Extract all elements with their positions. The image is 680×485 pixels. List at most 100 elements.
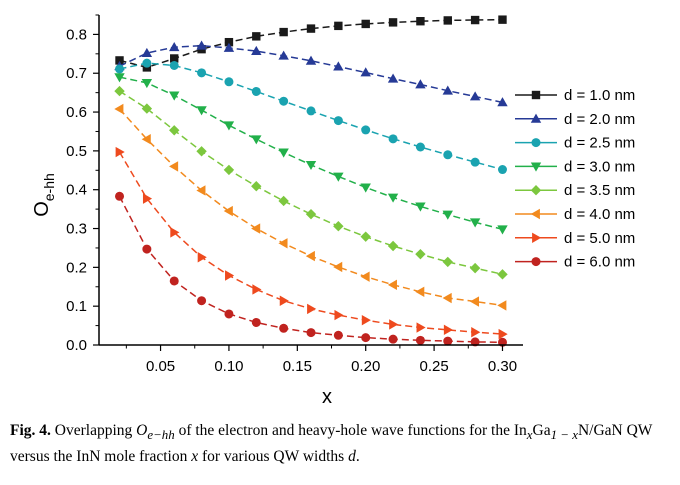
data-point (443, 324, 453, 336)
series-line (118, 108, 503, 307)
data-point (252, 284, 262, 295)
data-point (333, 116, 343, 126)
legend: d = 1.0 nm d = 2.0 nm d = 2.5 nm d = 3.0 nm… (515, 87, 635, 271)
series-3 (115, 58, 507, 175)
series-line (118, 195, 503, 344)
data-point (497, 225, 508, 235)
caption-d-var: d (348, 448, 356, 466)
data-point (469, 296, 480, 307)
data-point (388, 134, 398, 144)
data-point (197, 252, 207, 263)
legend-marker (531, 257, 541, 267)
legend-item: d = 1.0 nm (515, 87, 635, 104)
data-point (141, 47, 153, 57)
data-point (360, 67, 371, 77)
caption-ga-sub: 1 − x (550, 427, 578, 443)
data-point (169, 91, 180, 101)
data-point (469, 262, 481, 274)
legend-item: d = 4.0 nm (515, 206, 635, 223)
data-point (361, 125, 371, 135)
plot-area (114, 15, 508, 347)
y-tick-label: 0.7 (66, 65, 87, 82)
legend-item: d = 2.0 nm (515, 111, 635, 128)
data-point (416, 17, 425, 26)
data-point (115, 64, 125, 74)
data-point (252, 32, 261, 41)
caption-o-sub: e−hh (147, 427, 175, 443)
data-point (498, 328, 508, 340)
data-point (306, 24, 316, 33)
legend-label: d = 2.0 nm (564, 111, 635, 128)
data-point (415, 286, 425, 298)
legend-label: d = 5.0 nm (564, 230, 635, 247)
series-line (119, 44, 503, 104)
data-point (251, 45, 262, 56)
data-point (470, 157, 480, 167)
y-tick-label: 0.0 (66, 337, 87, 354)
data-point (470, 337, 480, 347)
chart: 0.05 0.10 0.15 0.20 0.25 0.30 0.0 0.1 0.2 0.3 0.4 0… (31, 14, 635, 408)
data-point (307, 303, 317, 315)
legend-marker (530, 162, 542, 172)
data-point (251, 223, 261, 234)
legend-label: d = 1.0 nm (564, 87, 635, 104)
x-tick-label: 0.05 (146, 358, 175, 375)
data-point (197, 68, 207, 78)
y-axis-title: Oe-hh (31, 173, 57, 217)
data-point (115, 146, 125, 158)
data-point (196, 185, 206, 196)
data-point (279, 96, 289, 106)
data-point (224, 77, 234, 87)
caption-text-4: for various QW widths (198, 448, 349, 466)
legend-label: d = 3.0 nm (564, 158, 635, 175)
data-point (278, 238, 288, 249)
data-point (388, 334, 398, 344)
data-point (415, 79, 426, 89)
caption-o-symbol: O (136, 422, 148, 439)
data-point (223, 121, 235, 131)
caption-in: In (513, 422, 527, 439)
data-point (170, 227, 180, 238)
data-point (114, 103, 124, 115)
data-point (333, 330, 343, 340)
data-point (279, 295, 289, 306)
legend-item: d = 3.0 nm (515, 158, 635, 175)
data-point (305, 55, 317, 65)
data-point (224, 37, 234, 47)
legend-marker (530, 185, 542, 196)
x-tick-label: 0.30 (488, 358, 517, 375)
data-point (225, 270, 235, 281)
data-point (442, 210, 453, 220)
data-point (442, 292, 452, 304)
data-point (114, 73, 125, 83)
figure-caption: Fig. 4. Overlapping Oe−hh of the electro… (10, 420, 670, 468)
caption-text-5: . (355, 448, 360, 466)
data-point (415, 202, 426, 212)
data-point (442, 256, 453, 268)
series-line (119, 18, 503, 69)
data-point (196, 40, 207, 50)
data-point (497, 165, 507, 175)
data-point (334, 21, 343, 31)
data-point (360, 271, 370, 282)
data-point (389, 319, 399, 330)
series-5 (114, 85, 508, 280)
data-point (497, 97, 508, 107)
x-tick-label: 0.15 (283, 358, 312, 375)
data-point (251, 317, 261, 327)
data-point (197, 296, 207, 306)
series-6 (114, 103, 507, 311)
data-point (333, 261, 343, 273)
y-tick-label: 0.1 (66, 298, 87, 315)
series-2 (114, 40, 508, 107)
y-tick-label: 0.6 (66, 104, 87, 121)
caption-ga: Ga (532, 422, 551, 439)
caption-fig-label: Fig. 4. (10, 422, 51, 439)
data-point (278, 50, 289, 60)
data-point (469, 218, 481, 228)
y-tick-label: 0.4 (66, 182, 87, 199)
data-point (498, 15, 507, 24)
data-point (251, 181, 262, 192)
caption-text-2: of the electron and heavy-hole wave func… (174, 422, 514, 439)
data-point (443, 150, 453, 160)
